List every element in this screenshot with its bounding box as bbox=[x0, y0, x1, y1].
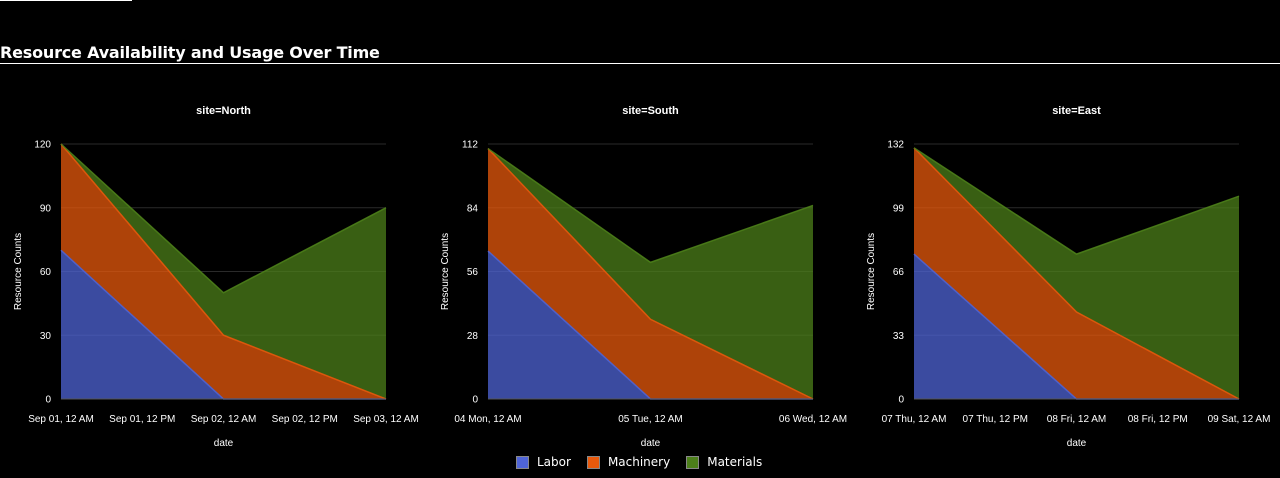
y-tick-label: 30 bbox=[40, 331, 52, 342]
y-tick-label: 0 bbox=[472, 395, 478, 406]
x-tick-label: Sep 03, 12 AM bbox=[353, 414, 419, 425]
x-tick-label: 05 Tue, 12 AM bbox=[618, 414, 683, 425]
legend-item-materials[interactable]: Materials bbox=[686, 455, 762, 469]
line-materials bbox=[487, 147, 814, 264]
chart-panel-3: site=East 0 33 66 99 132 07 Thu, 12 AM 07 Thu, … bbox=[866, 105, 1270, 449]
x-tick-label: Sep 02, 12 PM bbox=[272, 414, 338, 425]
x-tick-label: 07 Thu, 12 AM bbox=[882, 414, 947, 425]
chart-panel-2: site=South 0 28 56 84 112 04 Mon, 12 AM 05 Tue,… bbox=[440, 105, 847, 449]
area-labor bbox=[914, 254, 1239, 399]
x-tick-label: 08 Fri, 12 PM bbox=[1128, 414, 1188, 425]
x-tick-label: 04 Mon, 12 AM bbox=[454, 414, 521, 425]
y-tick-label: 84 bbox=[467, 203, 479, 214]
top-tab-indicator bbox=[0, 0, 132, 1]
y-tick-label: 60 bbox=[40, 267, 52, 278]
line-materials bbox=[60, 143, 387, 294]
line-machinery bbox=[487, 148, 814, 400]
legend-swatch-machinery bbox=[586, 455, 600, 469]
y-axis-label: Resource Counts bbox=[13, 233, 24, 310]
legend-label: Labor bbox=[537, 455, 571, 469]
page-title: Resource Availability and Usage Over Tim… bbox=[0, 43, 380, 62]
area-machinery bbox=[914, 147, 1239, 399]
area-machinery bbox=[488, 148, 813, 399]
legend-item-labor[interactable]: Labor bbox=[516, 455, 571, 469]
x-tick-label: 09 Sat, 12 AM bbox=[1208, 414, 1271, 425]
chart-title: site=North bbox=[196, 105, 251, 117]
x-tick-label: 08 Fri, 12 AM bbox=[1047, 414, 1106, 425]
y-tick-label: 0 bbox=[898, 395, 904, 406]
chart-title: site=South bbox=[622, 105, 679, 117]
line-machinery bbox=[913, 147, 1240, 400]
x-tick-label: 07 Thu, 12 PM bbox=[963, 414, 1028, 425]
x-tick-label: 06 Wed, 12 AM bbox=[779, 414, 847, 425]
legend-label: Machinery bbox=[607, 455, 671, 469]
y-tick-label: 66 bbox=[893, 267, 905, 278]
legend-swatch-materials bbox=[686, 455, 700, 469]
y-tick-label: 33 bbox=[893, 331, 905, 342]
y-tick-label: 0 bbox=[45, 395, 51, 406]
x-tick-label: Sep 02, 12 AM bbox=[191, 414, 257, 425]
chart-title: site=East bbox=[1052, 105, 1101, 117]
y-tick-label: 112 bbox=[462, 140, 478, 151]
y-tick-label: 90 bbox=[40, 203, 52, 214]
area-labor bbox=[61, 250, 386, 399]
x-tick-label: Sep 01, 12 AM bbox=[28, 414, 94, 425]
area-machinery bbox=[61, 144, 386, 399]
y-tick-label: 120 bbox=[34, 140, 51, 151]
legend: Labor Machinery Materials bbox=[516, 455, 778, 469]
y-axis-label: Resource Counts bbox=[440, 233, 451, 310]
x-axis-label: date bbox=[641, 438, 661, 449]
y-tick-label: 132 bbox=[887, 140, 904, 151]
legend-item-machinery[interactable]: Machinery bbox=[586, 455, 671, 469]
y-tick-label: 28 bbox=[467, 331, 479, 342]
y-tick-label: 56 bbox=[467, 267, 479, 278]
x-axis-label: date bbox=[214, 438, 234, 449]
area-materials bbox=[61, 144, 386, 399]
line-materials bbox=[913, 147, 1240, 255]
x-tick-label: Sep 01, 12 PM bbox=[109, 414, 175, 425]
chart-panel-1: site=North 0 30 60 90 120 Sep 01, 12 AM Sep 01,… bbox=[13, 105, 419, 449]
y-axis-label: Resource Counts bbox=[866, 233, 877, 310]
area-materials bbox=[488, 148, 813, 399]
area-materials bbox=[914, 147, 1239, 399]
legend-swatch-labor bbox=[516, 455, 529, 469]
legend-label: Materials bbox=[707, 455, 763, 469]
line-machinery bbox=[60, 143, 387, 400]
title-divider bbox=[0, 63, 1280, 64]
area-labor bbox=[488, 251, 813, 399]
x-axis-label: date bbox=[1067, 438, 1087, 449]
y-tick-label: 99 bbox=[893, 203, 905, 214]
